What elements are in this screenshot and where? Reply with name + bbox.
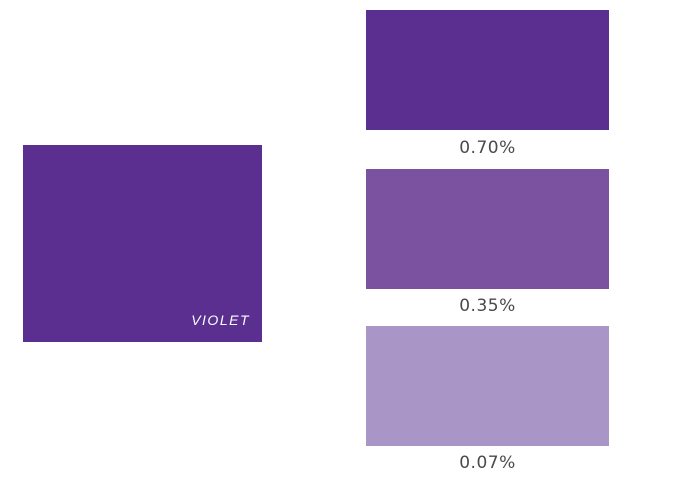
tint-swatch-70: [366, 10, 609, 130]
main-color-label: VIOLET: [191, 312, 250, 328]
main-color-swatch: VIOLET: [23, 145, 262, 342]
tint-label-07: 0.07%: [459, 453, 516, 473]
tint-label-35: 0.35%: [459, 296, 516, 316]
tint-swatch-35: [366, 169, 609, 289]
tint-swatch-07: [366, 326, 609, 446]
tint-label-70: 0.70%: [459, 138, 516, 158]
